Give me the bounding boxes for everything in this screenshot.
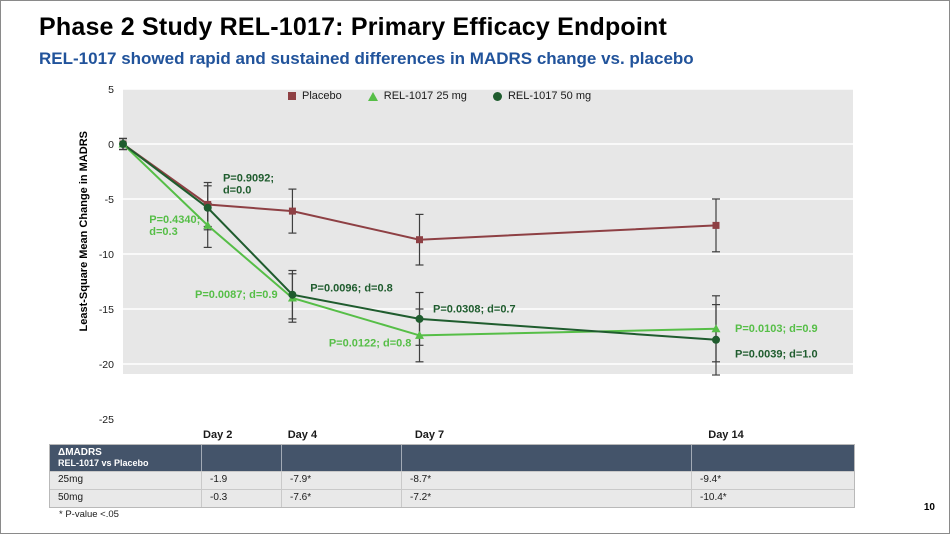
legend-item-rel1017-50mg: REL-1017 50 mg xyxy=(492,90,592,102)
delta-madrs-table: ΔMADRS REL-1017 vs Placebo 25mg -1.9 -7.… xyxy=(49,444,855,508)
table-header-day14-cell xyxy=(692,445,854,471)
table-header-day4-cell xyxy=(282,445,402,471)
x-tick-label: Day 7 xyxy=(415,429,444,441)
legend-item-rel1017-25mg: REL-1017 25 mg xyxy=(367,90,467,102)
data-point-square xyxy=(288,207,296,215)
page-title: Phase 2 Study REL-1017: Primary Efficacy… xyxy=(39,13,668,41)
data-point-circle xyxy=(288,290,297,299)
data-point-square xyxy=(712,221,720,229)
table-row-50mg: 50mg -0.3 -7.6* -7.2* -10.4* xyxy=(50,489,854,507)
cell-50mg-day7: -7.2* xyxy=(402,489,692,507)
slide-page-number: 10 xyxy=(923,502,935,513)
x-tick-label: Day 2 xyxy=(203,429,232,441)
table-header-day2-cell xyxy=(202,445,282,471)
data-point-circle xyxy=(119,140,127,148)
stat-annotation: P=0.0103; d=0.9 xyxy=(735,323,818,335)
table-header-label-cell: ΔMADRS REL-1017 vs Placebo xyxy=(50,445,202,471)
cell-50mg-day4: -7.6* xyxy=(282,489,402,507)
stat-annotation: P=0.0308; d=0.7 xyxy=(433,303,516,315)
data-point-circle xyxy=(415,314,424,323)
stat-annotation: P=0.0122; d=0.8 xyxy=(329,337,412,349)
cell-25mg-day14: -9.4* xyxy=(692,471,854,489)
table-row-25mg: 25mg -1.9 -7.9* -8.7* -9.4* xyxy=(50,471,854,489)
circle-marker-icon xyxy=(492,91,502,101)
table-header-day7-cell xyxy=(402,445,692,471)
stat-annotation: P=0.0087; d=0.9 xyxy=(195,289,278,301)
legend-label-25mg: REL-1017 25 mg xyxy=(383,90,467,102)
data-point-square xyxy=(416,236,423,244)
legend-label-placebo: Placebo xyxy=(302,90,342,102)
stat-annotation: P=0.0039; d=1.0 xyxy=(735,348,818,360)
data-point-triangle xyxy=(203,220,213,229)
x-tick-label: Day 4 xyxy=(288,429,318,441)
triangle-marker-icon xyxy=(367,91,378,101)
cell-50mg-day2: -0.3 xyxy=(202,489,282,507)
y-tick-label: -25 xyxy=(99,414,114,426)
chart-legend: Placebo REL-1017 25 mg REL-1017 50 mg xyxy=(288,90,591,102)
cell-25mg-day4: -7.9* xyxy=(282,471,402,489)
cell-25mg-day7: -8.7* xyxy=(402,471,692,489)
stat-annotation: P=0.9092; d=0.0 xyxy=(223,172,274,196)
cell-50mg-day14: -10.4* xyxy=(692,489,854,507)
data-point-circle xyxy=(712,335,720,344)
placebo-square-marker-icon xyxy=(288,92,296,100)
legend-item-placebo: Placebo xyxy=(288,90,342,102)
row-label: 25mg xyxy=(50,471,202,489)
table-header-line2: REL-1017 vs Placebo xyxy=(58,458,149,468)
y-tick-label: 0 xyxy=(108,139,114,151)
table-header-row: ΔMADRS REL-1017 vs Placebo xyxy=(50,445,854,471)
data-point-circle xyxy=(203,203,212,212)
y-tick-label: 5 xyxy=(108,84,114,96)
cell-25mg-day2: -1.9 xyxy=(202,471,282,489)
x-tick-label: Day 14 xyxy=(708,429,744,441)
y-tick-label: -20 xyxy=(99,359,114,371)
y-tick-label: -10 xyxy=(99,249,114,261)
stat-annotation: P=0.4340; d=0.3 xyxy=(149,214,200,238)
plot-area xyxy=(123,89,853,374)
row-label: 50mg xyxy=(50,489,202,507)
y-tick-label: -5 xyxy=(105,194,114,206)
data-point-triangle xyxy=(415,330,424,339)
data-point-triangle xyxy=(711,324,721,333)
table-header-line1: ΔMADRS xyxy=(58,447,102,458)
page-subtitle: REL-1017 showed rapid and sustained diff… xyxy=(39,49,694,68)
y-tick-label: -15 xyxy=(99,304,114,316)
y-axis-title-text: Least-Square Mean Change in MADRS xyxy=(78,131,90,332)
pvalue-footnote: * P-value <.05 xyxy=(59,509,119,520)
legend-label-50mg: REL-1017 50 mg xyxy=(507,90,592,102)
y-axis-title: Least-Square Mean Change in MADRS xyxy=(75,89,93,374)
stat-annotation: P=0.0096; d=0.8 xyxy=(310,282,393,294)
